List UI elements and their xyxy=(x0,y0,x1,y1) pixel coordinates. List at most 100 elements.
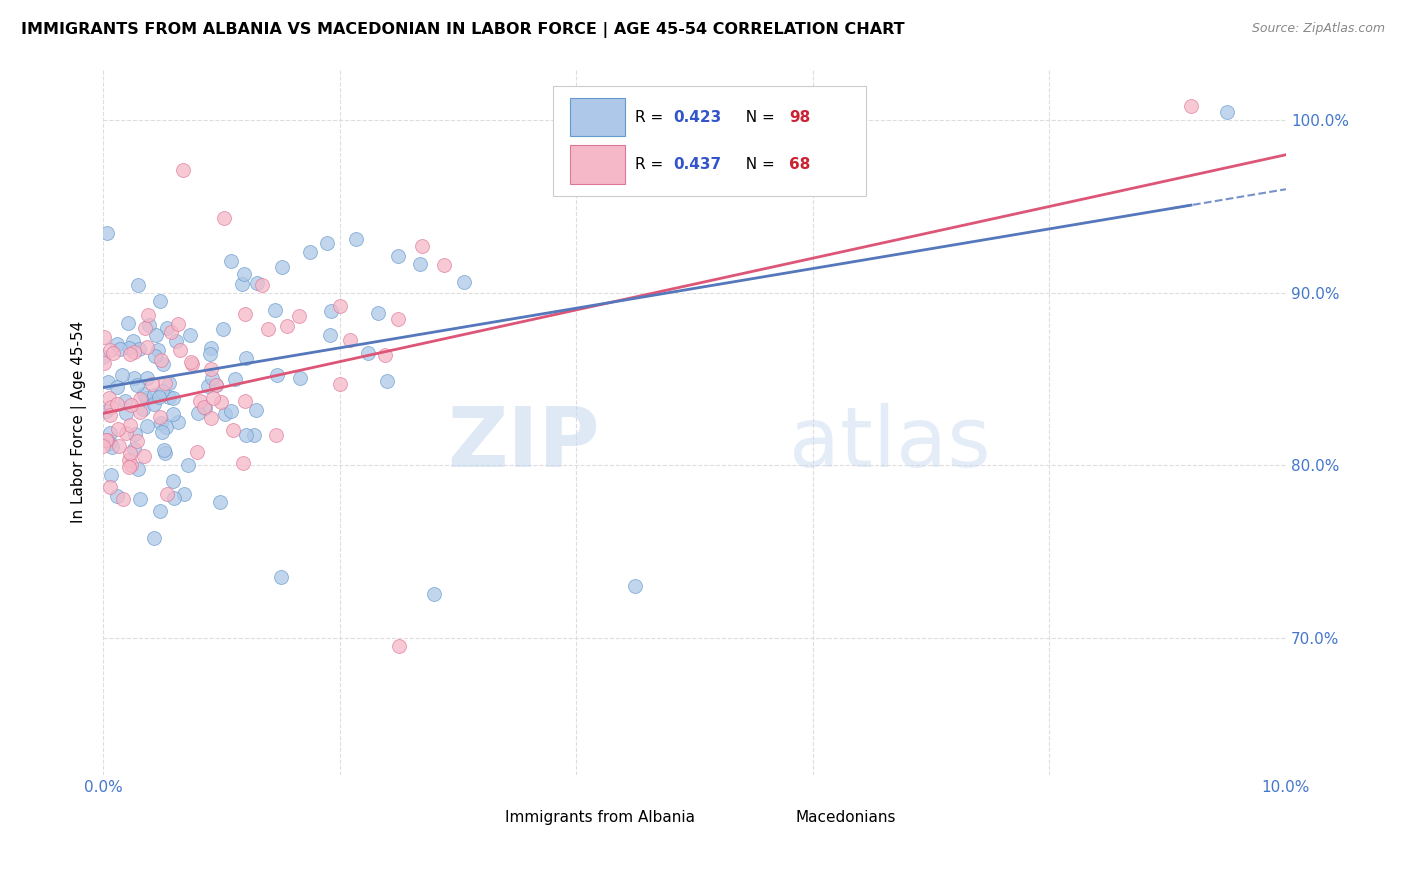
Point xyxy=(214,211,236,226)
Point xyxy=(138,308,160,322)
Point xyxy=(98,480,121,494)
Point xyxy=(97,375,120,389)
Point xyxy=(150,384,173,398)
Point xyxy=(128,342,150,356)
Point xyxy=(156,321,179,335)
Point xyxy=(159,325,181,339)
Point xyxy=(180,355,202,369)
Text: ZIP: ZIP xyxy=(447,402,600,483)
Point xyxy=(105,489,128,503)
Point xyxy=(432,258,454,272)
Point xyxy=(200,411,222,425)
Point xyxy=(157,390,180,404)
Point xyxy=(266,368,288,382)
Point xyxy=(200,361,222,376)
Text: 0.423: 0.423 xyxy=(673,110,721,125)
Point xyxy=(91,439,114,453)
Point xyxy=(250,277,273,292)
Point xyxy=(1180,99,1202,113)
Text: R =: R = xyxy=(636,157,669,172)
Point xyxy=(201,371,224,385)
Point xyxy=(243,428,266,442)
Point xyxy=(124,427,146,442)
Point xyxy=(339,333,361,347)
Text: 68: 68 xyxy=(789,157,811,172)
Point xyxy=(232,456,254,470)
Point xyxy=(132,449,155,463)
Text: 0.437: 0.437 xyxy=(673,157,721,172)
FancyBboxPatch shape xyxy=(745,805,787,829)
Point xyxy=(118,417,141,432)
Point xyxy=(357,346,380,360)
Point xyxy=(172,163,194,178)
Point xyxy=(198,347,221,361)
Point xyxy=(276,319,298,334)
Point xyxy=(319,303,342,318)
Point xyxy=(120,458,142,473)
Point xyxy=(149,409,172,424)
Point xyxy=(387,311,409,326)
Point xyxy=(162,474,184,488)
Point xyxy=(222,423,245,437)
Point xyxy=(235,351,257,366)
Point xyxy=(136,340,159,354)
Point xyxy=(93,329,115,343)
Point xyxy=(290,371,312,385)
Point xyxy=(245,403,267,417)
Point xyxy=(298,245,321,260)
Point xyxy=(411,239,433,253)
Point xyxy=(115,426,138,441)
Point xyxy=(98,409,121,423)
Point xyxy=(127,462,149,476)
Point xyxy=(112,491,135,506)
Point xyxy=(107,421,129,435)
Point xyxy=(136,419,159,434)
Point xyxy=(118,445,141,459)
Point xyxy=(105,380,128,394)
Point xyxy=(97,392,120,406)
Text: N =: N = xyxy=(735,157,779,172)
Point xyxy=(157,376,180,390)
Point xyxy=(270,570,292,584)
Y-axis label: In Labor Force | Age 45-54: In Labor Force | Age 45-54 xyxy=(72,321,87,523)
Point xyxy=(141,377,163,392)
Point xyxy=(96,434,118,448)
Text: R =: R = xyxy=(636,110,669,125)
Point xyxy=(266,428,288,442)
Point xyxy=(188,394,211,409)
Point xyxy=(162,491,184,505)
Point xyxy=(374,348,396,362)
Point xyxy=(93,356,115,370)
Point xyxy=(138,318,160,332)
Point xyxy=(153,445,176,459)
Point xyxy=(388,639,411,653)
Point xyxy=(235,428,257,442)
Point xyxy=(235,308,257,322)
Point xyxy=(125,377,148,392)
Point xyxy=(152,357,174,371)
Point xyxy=(96,226,118,240)
Text: Immigrants from Albania: Immigrants from Albania xyxy=(505,810,696,825)
Point xyxy=(107,439,129,453)
Point xyxy=(205,378,228,392)
Point xyxy=(193,400,215,414)
Point xyxy=(105,397,128,411)
Point xyxy=(162,391,184,405)
Point xyxy=(169,343,191,357)
Point xyxy=(111,368,134,382)
FancyBboxPatch shape xyxy=(571,145,624,184)
Point xyxy=(423,587,446,601)
Text: IMMIGRANTS FROM ALBANIA VS MACEDONIAN IN LABOR FORCE | AGE 45-54 CORRELATION CHA: IMMIGRANTS FROM ALBANIA VS MACEDONIAN IN… xyxy=(21,22,904,38)
Point xyxy=(624,579,647,593)
Point xyxy=(231,277,253,291)
Point xyxy=(256,322,278,336)
Text: atlas: atlas xyxy=(789,402,991,483)
Point xyxy=(201,391,224,405)
Point xyxy=(367,306,389,320)
Point xyxy=(214,407,236,421)
Point xyxy=(125,434,148,448)
Point xyxy=(329,299,352,313)
Text: Source: ZipAtlas.com: Source: ZipAtlas.com xyxy=(1251,22,1385,36)
Point xyxy=(167,317,190,331)
Point xyxy=(134,321,156,335)
